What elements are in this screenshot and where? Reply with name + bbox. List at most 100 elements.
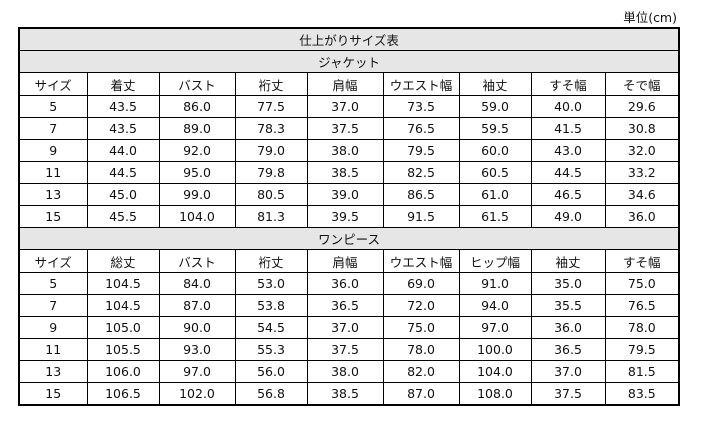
onepiece-table-cell: 56.8 (234, 382, 308, 406)
onepiece-table-cell: 56.0 (234, 360, 308, 383)
table-title: 仕上がりサイズ表 (18, 27, 680, 51)
jacket-table-cell: 80.5 (234, 183, 308, 206)
onepiece-table-row: 5 104.5 84.0 53.0 36.0 69.0 91.0 35.0 75.0 (18, 272, 680, 295)
jacket-table-row: 11 44.5 95.0 79.8 38.5 82.5 60.5 44.5 33.2 (18, 161, 680, 184)
size-table: 仕上がりサイズ表 ジャケット サイズ 着丈 バスト 裄丈 肩幅 ウエスト幅 袖丈 すそ幅 そで幅 5… (18, 27, 681, 406)
onepiece-table-cell: 37.0 (306, 316, 384, 339)
onepiece-table-cell: 9 (18, 316, 88, 339)
onepiece-table-row: 15 106.5 102.0 56.8 38.5 87.0 108.0 37.5 83.5 (18, 382, 680, 406)
jacket-column-header: すそ幅 (530, 72, 606, 96)
jacket-table-cell: 104.0 (158, 205, 236, 228)
jacket-table-cell: 37.0 (306, 95, 384, 118)
jacket-table-cell: 11 (18, 161, 88, 184)
jacket-section-row: ジャケット (18, 50, 680, 73)
jacket-table-cell: 13 (18, 183, 88, 206)
onepiece-column-header: 総丈 (86, 249, 160, 273)
onepiece-table-cell: 7 (18, 294, 88, 317)
jacket-table-row: 13 45.0 99.0 80.5 39.0 86.5 61.0 46.5 34.6 (18, 183, 680, 206)
onepiece-table-row: 7 104.5 87.0 53.8 36.5 72.0 94.0 35.5 76.5 (18, 294, 680, 317)
unit-label: 単位(cm) (623, 10, 677, 25)
onepiece-table-cell: 83.5 (604, 382, 680, 406)
onepiece-table-cell: 35.5 (530, 294, 606, 317)
onepiece-table-cell: 69.0 (382, 272, 460, 295)
jacket-column-header: 着丈 (86, 72, 160, 96)
onepiece-table-cell: 104.5 (86, 272, 160, 295)
onepiece-table-row: 13 106.0 97.0 56.0 38.0 82.0 104.0 37.0 81.5 (18, 360, 680, 383)
onepiece-table-cell: 108.0 (458, 382, 532, 406)
jacket-table-row: 9 44.0 92.0 79.0 38.0 79.5 60.0 43.0 32.0 (18, 139, 680, 162)
onepiece-column-header: 裄丈 (234, 249, 308, 273)
jacket-table-cell: 38.0 (306, 139, 384, 162)
jacket-column-header: バスト (158, 72, 236, 96)
jacket-column-header: 袖丈 (458, 72, 532, 96)
jacket-column-header: サイズ (18, 72, 88, 96)
jacket-table-row: 5 43.5 86.0 77.5 37.0 73.5 59.0 40.0 29.6 (18, 95, 680, 118)
onepiece-table-cell: 104.5 (86, 294, 160, 317)
jacket-column-header: ウエスト幅 (382, 72, 460, 96)
onepiece-table-cell: 79.5 (604, 338, 680, 361)
jacket-table-cell: 41.5 (530, 117, 606, 140)
jacket-table-cell: 40.0 (530, 95, 606, 118)
onepiece-table-cell: 75.0 (604, 272, 680, 295)
jacket-table-cell: 79.5 (382, 139, 460, 162)
onepiece-table-cell: 106.0 (86, 360, 160, 383)
onepiece-column-header: バスト (158, 249, 236, 273)
jacket-table-cell: 39.0 (306, 183, 384, 206)
onepiece-table-cell: 78.0 (382, 338, 460, 361)
jacket-table-cell: 61.5 (458, 205, 532, 228)
onepiece-table-cell: 87.0 (382, 382, 460, 406)
onepiece-table-cell: 37.5 (530, 382, 606, 406)
onepiece-table-cell: 55.3 (234, 338, 308, 361)
onepiece-table-cell: 81.5 (604, 360, 680, 383)
onepiece-table-cell: 102.0 (158, 382, 236, 406)
jacket-column-header: 肩幅 (306, 72, 384, 96)
jacket-table-cell: 95.0 (158, 161, 236, 184)
jacket-table-cell: 76.5 (382, 117, 460, 140)
jacket-table-cell: 45.0 (86, 183, 160, 206)
jacket-table-cell: 79.8 (234, 161, 308, 184)
onepiece-table-cell: 93.0 (158, 338, 236, 361)
jacket-table-cell: 92.0 (158, 139, 236, 162)
jacket-column-header: そで幅 (604, 72, 680, 96)
onepiece-table-cell: 13 (18, 360, 88, 383)
onepiece-table-cell: 38.5 (306, 382, 384, 406)
jacket-table-cell: 44.5 (530, 161, 606, 184)
onepiece-table-row: 9 105.0 90.0 54.5 37.0 75.0 97.0 36.0 78.0 (18, 316, 680, 339)
jacket-table-cell: 43.0 (530, 139, 606, 162)
jacket-table-cell: 81.3 (234, 205, 308, 228)
jacket-table-cell: 99.0 (158, 183, 236, 206)
jacket-table-cell: 73.5 (382, 95, 460, 118)
onepiece-table-cell: 84.0 (158, 272, 236, 295)
onepiece-column-header: ヒップ幅 (458, 249, 532, 273)
onepiece-table-cell: 54.5 (234, 316, 308, 339)
jacket-section-title: ジャケット (18, 50, 680, 73)
jacket-table-cell: 36.0 (604, 205, 680, 228)
onepiece-table-cell: 36.0 (306, 272, 384, 295)
onepiece-table-cell: 104.0 (458, 360, 532, 383)
jacket-table-cell: 32.0 (604, 139, 680, 162)
jacket-table-cell: 60.5 (458, 161, 532, 184)
onepiece-table-cell: 36.5 (306, 294, 384, 317)
title-row: 仕上がりサイズ表 (18, 27, 680, 51)
onepiece-table-cell: 94.0 (458, 294, 532, 317)
jacket-table-cell: 86.5 (382, 183, 460, 206)
jacket-table-cell: 43.5 (86, 117, 160, 140)
jacket-table-cell: 29.6 (604, 95, 680, 118)
onepiece-table-cell: 35.0 (530, 272, 606, 295)
onepiece-table-cell: 53.8 (234, 294, 308, 317)
jacket-table-cell: 33.2 (604, 161, 680, 184)
onepiece-table-cell: 78.0 (604, 316, 680, 339)
onepiece-table-cell: 90.0 (158, 316, 236, 339)
onepiece-table-cell: 91.0 (458, 272, 532, 295)
jacket-table-cell: 30.8 (604, 117, 680, 140)
onepiece-table-cell: 106.5 (86, 382, 160, 406)
jacket-table-cell: 39.5 (306, 205, 384, 228)
jacket-table-cell: 86.0 (158, 95, 236, 118)
onepiece-table-cell: 5 (18, 272, 88, 295)
onepiece-section-title: ワンピース (18, 227, 680, 250)
onepiece-table-cell: 82.0 (382, 360, 460, 383)
jacket-table-cell: 60.0 (458, 139, 532, 162)
jacket-table-cell: 34.6 (604, 183, 680, 206)
onepiece-table-row: 11 105.5 93.0 55.3 37.5 78.0 100.0 36.5 79.5 (18, 338, 680, 361)
jacket-table-cell: 61.0 (458, 183, 532, 206)
